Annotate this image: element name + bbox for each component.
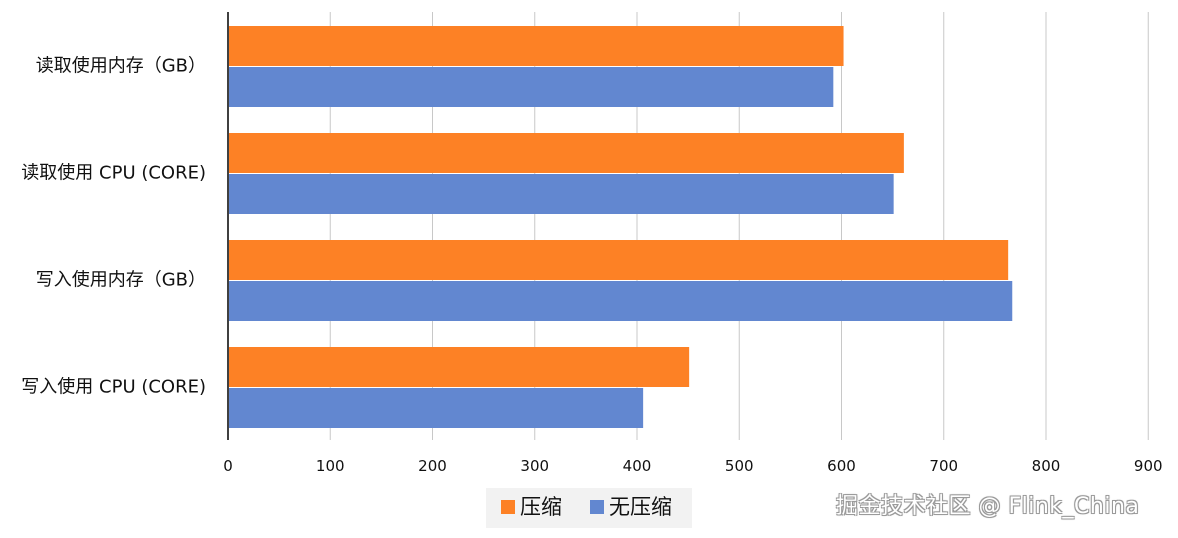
x-tick-label: 500 (725, 457, 754, 475)
legend-label: 无压缩 (609, 495, 672, 519)
watermark: 掘金技术社区 @ Flink_China (836, 494, 1140, 519)
bar (228, 388, 644, 428)
x-tick-label: 600 (827, 457, 856, 475)
x-tick-label: 100 (316, 457, 345, 475)
x-tick-label: 400 (623, 457, 652, 475)
x-tick-label: 900 (1134, 457, 1163, 475)
bar (228, 240, 1009, 280)
bars (228, 26, 1013, 428)
x-tick-label: 0 (223, 457, 233, 475)
legend: 压缩 无压缩 (486, 488, 692, 528)
x-tick-label: 800 (1032, 457, 1061, 475)
bar (228, 281, 1013, 321)
legend-swatch (590, 500, 604, 514)
bar (228, 26, 844, 66)
bar (228, 174, 894, 214)
legend-background (486, 488, 692, 528)
category-label: 写入使用 CPU (CORE) (21, 377, 206, 398)
x-tick-label: 300 (520, 457, 549, 475)
x-tick-label: 700 (929, 457, 958, 475)
legend-label: 压缩 (520, 495, 562, 519)
category-label: 读取使用 CPU (CORE) (21, 163, 206, 184)
category-label: 写入使用内存（GB） (36, 270, 206, 291)
x-tick-label: 200 (418, 457, 447, 475)
category-label: 读取使用内存（GB） (36, 56, 206, 77)
legend-swatch (501, 500, 515, 514)
category-labels: 读取使用内存（GB） 读取使用 CPU (CORE) 写入使用内存（GB） 写入使用 … (21, 56, 206, 398)
bar (228, 67, 834, 107)
bar (228, 347, 690, 387)
bar (228, 133, 904, 173)
x-tick-labels: 0 100 200 300 400 500 600 700 800 900 (223, 457, 1162, 475)
